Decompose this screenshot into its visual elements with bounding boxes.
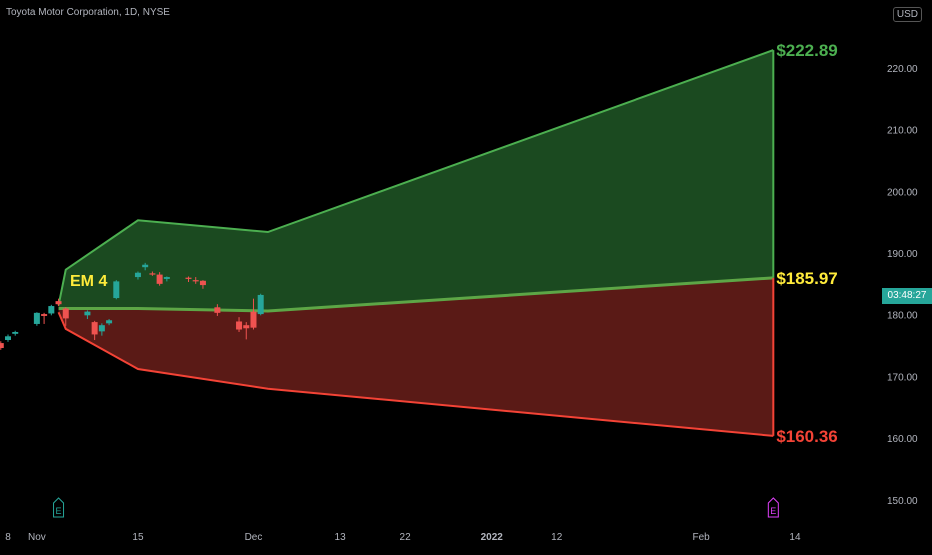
candle-body	[243, 325, 250, 329]
candle-body	[91, 322, 98, 335]
candle-body	[142, 264, 149, 268]
mid-band-line	[58, 276, 774, 313]
x-axis[interactable]: 8 Nov 15 Dec 13 22 2022 12 Feb 14	[5, 532, 801, 543]
countdown-price-tag: 03:48:27	[882, 288, 932, 304]
x-tick-label: 2022	[481, 532, 504, 543]
candle-body	[214, 307, 221, 313]
x-tick-label: 13	[335, 532, 347, 543]
x-tick-label: 22	[400, 532, 412, 543]
y-tick-label: 160.00	[887, 434, 918, 445]
y-tick-label: 150.00	[887, 496, 918, 507]
y-tick-label: 220.00	[887, 64, 918, 75]
candle-body	[33, 312, 40, 324]
candle-body	[84, 311, 91, 316]
candle-body	[0, 343, 4, 349]
candle-body	[106, 320, 113, 324]
x-tick-label: 8	[5, 532, 11, 543]
candle-body	[257, 294, 264, 315]
lower-band-line	[57, 311, 774, 437]
candle-body	[41, 314, 48, 316]
currency-badge[interactable]: USD	[892, 7, 922, 22]
y-tick-label: 170.00	[887, 372, 918, 383]
candle-body	[12, 331, 19, 334]
y-tick-label: 190.00	[887, 249, 918, 260]
y-tick-label: 210.00	[887, 126, 918, 137]
candle-body	[185, 277, 192, 279]
x-tick-label: Nov	[28, 532, 46, 543]
earnings-marker-shape	[53, 497, 65, 518]
lower-band-fill	[58, 277, 774, 436]
earnings-marker-glyph: E	[770, 506, 776, 516]
candle-body	[199, 280, 206, 286]
x-tick-label: 14	[789, 532, 801, 543]
earnings-marker: E	[767, 497, 779, 518]
x-tick-label: Dec	[245, 532, 263, 543]
candle-body	[62, 308, 69, 319]
mid-target-label: $185.97	[776, 269, 837, 288]
upper-band-line	[57, 49, 774, 306]
candle-body	[149, 273, 156, 275]
symbol-title: Toyota Motor Corporation, 1D, NYSE	[6, 7, 170, 18]
x-tick-label: 15	[132, 532, 144, 543]
upper-target-label: $222.89	[776, 41, 837, 60]
em-label: EM 4	[70, 273, 107, 290]
candle-body	[134, 272, 141, 278]
expected-move-bands	[57, 49, 775, 437]
lower-target-label: $160.36	[776, 427, 837, 446]
candle-body	[55, 301, 62, 305]
candle-body	[236, 321, 243, 330]
candle-body	[48, 306, 55, 314]
y-axis[interactable]: 150.00 160.00 170.00 180.00 190.00 200.00 210.…	[887, 64, 918, 507]
candle-body	[5, 336, 11, 340]
y-tick-label: 200.00	[887, 187, 918, 198]
earnings-marker: E	[53, 497, 65, 518]
candle-body	[163, 277, 170, 279]
earnings-marker-shape	[767, 497, 779, 518]
candle-body	[156, 274, 163, 284]
candle-body	[192, 280, 199, 282]
x-tick-label: 12	[551, 532, 563, 543]
band-labels: $222.89 $185.97 $160.36 EM 4	[70, 41, 838, 446]
x-tick-label: Feb	[693, 532, 711, 543]
earnings-marker-glyph: E	[56, 506, 62, 516]
candle-body	[98, 325, 105, 332]
candle-body	[113, 281, 120, 299]
candle-body	[250, 311, 257, 328]
candlestick-series	[0, 262, 264, 350]
y-tick-label: 180.00	[887, 311, 918, 322]
